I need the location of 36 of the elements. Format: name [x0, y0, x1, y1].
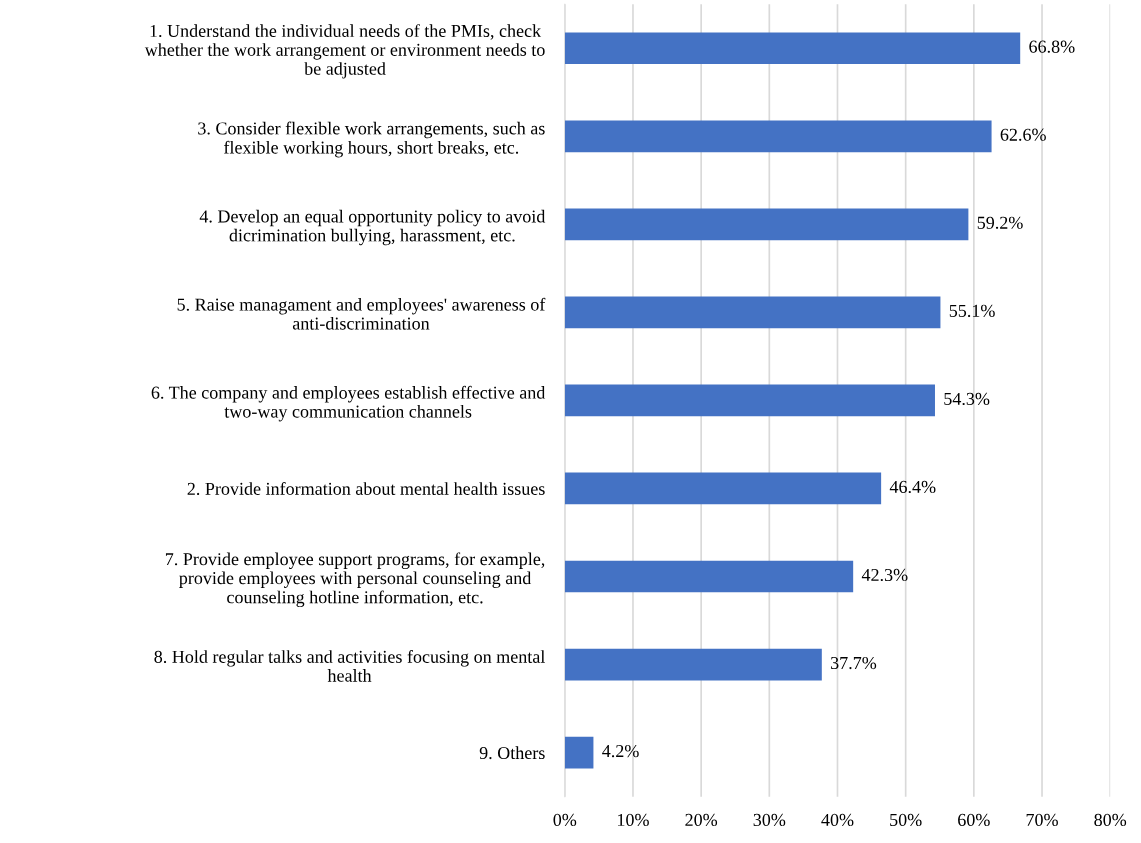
x-tick-label: 30%: [753, 813, 786, 827]
x-tick-label: 0%: [553, 813, 577, 827]
bar: [564, 384, 935, 417]
y-tick-label: 9. Others: [479, 746, 545, 760]
y-tick-label: 4. Develop an equal opportunity policy to avoid dicrimination bullying, harassment, etc.: [199, 209, 546, 246]
bar: [564, 648, 822, 681]
bar: [564, 120, 992, 153]
x-tick-label: 10%: [618, 813, 649, 827]
bar: [564, 208, 969, 241]
data-label: 66.8%: [1029, 40, 1075, 53]
y-tick-label: 5. Raise managament and employees' awareness of anti-discrimination: [177, 297, 546, 330]
x-tick-label: 60%: [958, 813, 990, 827]
y-tick-label: 1. Understand the individual needs of the PMIs, check whether the work arrangement or environment needs to be adjusted: [144, 24, 545, 79]
bar: [564, 296, 941, 329]
bar: [564, 736, 594, 769]
y-tick-label: 3. Consider flexible work arrangements, such as flexible working hours, short breaks, etc.: [198, 121, 545, 158]
data-label: 46.4%: [889, 480, 936, 494]
x-tick-label: 70%: [1026, 813, 1058, 827]
x-tick-label: 20%: [685, 813, 718, 827]
y-tick-label: 6. The company and employees establish effective and two-way communication channels: [151, 385, 546, 422]
data-label: 37.7%: [831, 656, 877, 670]
data-label: 54.3%: [944, 392, 990, 406]
bar: [564, 560, 854, 593]
x-tick-label: 40%: [821, 813, 854, 827]
data-label: 62.6%: [1000, 128, 1046, 141]
y-tick-label: 7. Provide employee support programs, for example, provide employees with personal counseling and counseling hotline information, etc.: [165, 552, 545, 608]
bar: [564, 472, 882, 505]
y-tick-label: 2. Provide information about mental health issues: [187, 482, 545, 495]
x-tick-label: 50%: [890, 813, 922, 827]
data-label: 4.2%: [602, 744, 639, 758]
x-tick-label: 80%: [1094, 813, 1127, 827]
bar: [564, 32, 1021, 65]
data-label: 55.1%: [949, 304, 995, 317]
y-tick-label: 8. Hold regular talks and activities focusing on mental health: [154, 650, 545, 682]
data-label: 59.2%: [977, 216, 1023, 229]
data-label: 42.3%: [861, 568, 908, 582]
